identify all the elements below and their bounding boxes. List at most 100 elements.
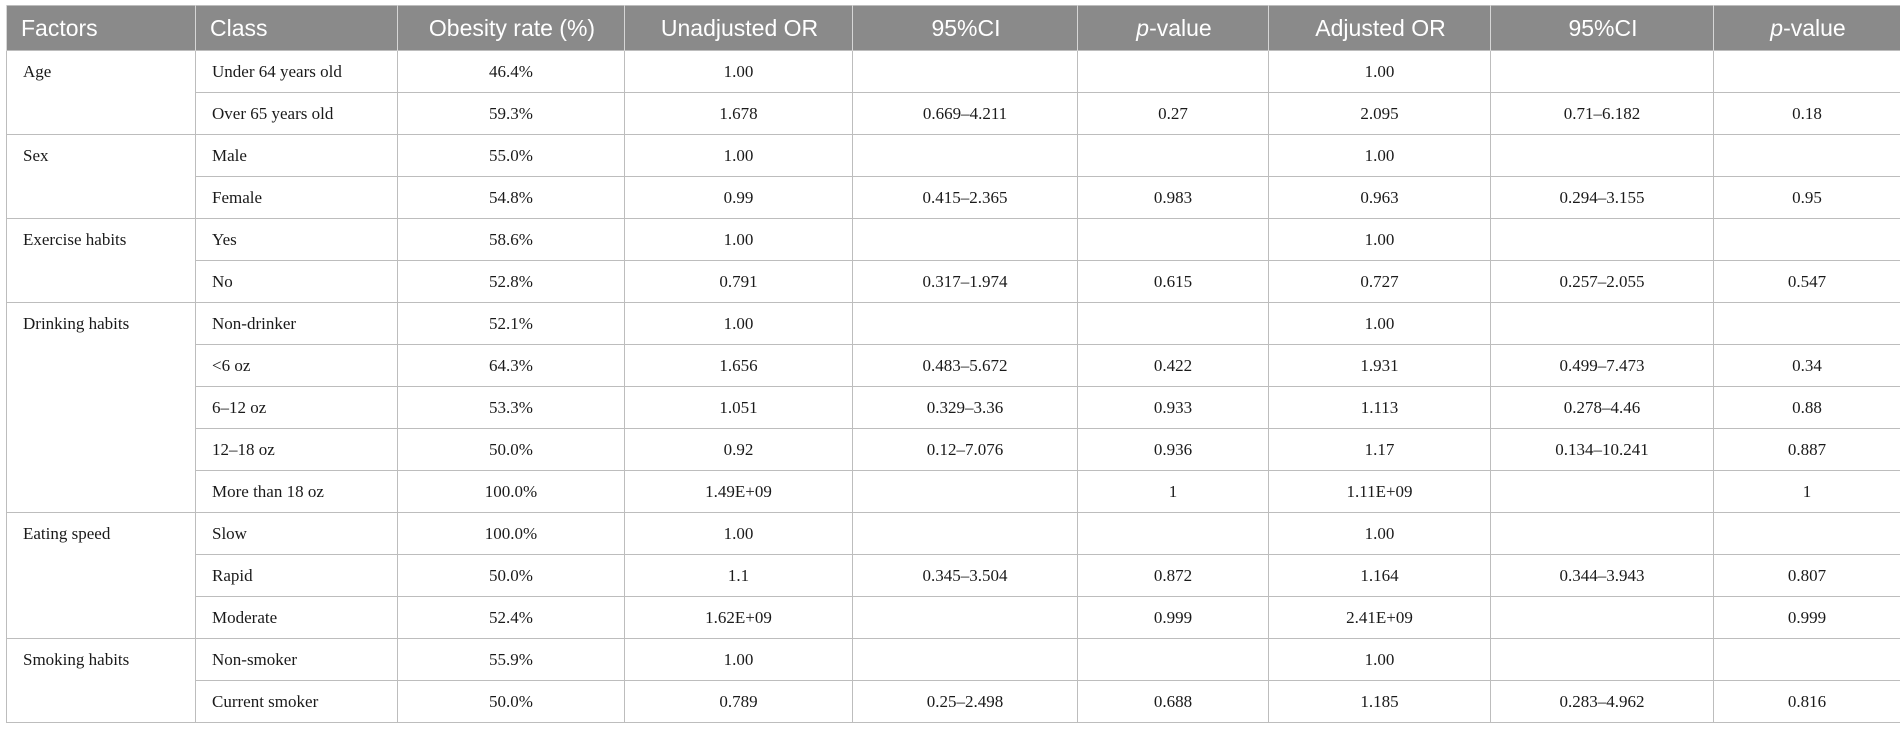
cell-unadjusted-ci: [852, 470, 1078, 513]
cell-obesity-rate: 53.3%: [397, 386, 625, 429]
cell-obesity-rate: 52.8%: [397, 260, 625, 303]
cell-adjusted-p-value: 0.18: [1713, 92, 1900, 135]
cell-unadjusted-p-value: 1: [1077, 470, 1269, 513]
cell-class: More than 18 oz: [195, 470, 398, 513]
cell-unadjusted-or: 1.1: [624, 554, 853, 597]
cell-class: Non-smoker: [195, 638, 398, 681]
table-row: Exercise habits Yes 58.6% 1.00 1.00: [6, 218, 1900, 303]
cell-unadjusted-ci: 0.12–7.076: [852, 428, 1078, 471]
cell-obesity-rate: 52.4%: [397, 596, 625, 639]
cell-class: 6–12 oz: [195, 386, 398, 429]
cell-adjusted-ci: 0.278–4.46: [1490, 386, 1714, 429]
cell-unadjusted-p-value: 0.688: [1077, 680, 1269, 723]
header-p-suffix: -value: [1149, 14, 1212, 41]
cell-class: Yes: [195, 218, 398, 261]
cell-unadjusted-or: 1.051: [624, 386, 853, 429]
cell-unadjusted-p-value: 0.936: [1077, 428, 1269, 471]
cell-unadjusted-ci: [852, 638, 1078, 681]
cell-adjusted-ci: 0.134–10.241: [1490, 428, 1714, 471]
header-unadjusted-ci: 95%CI: [852, 5, 1078, 51]
cell-unadjusted-p-value: [1077, 218, 1269, 261]
table-row: Current smoker 50.0% 0.789 0.25–2.498 0.688 1…: [7, 680, 1900, 723]
cell-class: Current smoker: [195, 680, 398, 723]
cell-obesity-rate: 100.0%: [397, 470, 625, 513]
cell-adjusted-or: 1.00: [1268, 50, 1491, 93]
cell-adjusted-p-value: 0.816: [1713, 680, 1900, 723]
cell-adjusted-ci: [1490, 596, 1714, 639]
cell-adjusted-ci: [1490, 50, 1714, 93]
table-row: Sex Male 55.0% 1.00 1.00: [6, 134, 1900, 219]
cell-adjusted-ci: 0.71–6.182: [1490, 92, 1714, 135]
cell-adjusted-or: 1.00: [1268, 512, 1491, 555]
cell-unadjusted-p-value: [1077, 302, 1269, 345]
cell-unadjusted-or: 1.00: [624, 512, 853, 555]
cell-adjusted-ci: 0.257–2.055: [1490, 260, 1714, 303]
cell-adjusted-or: 1.185: [1268, 680, 1491, 723]
cell-adjusted-or: 1.00: [1268, 302, 1491, 345]
cell-factor: Eating speed: [6, 512, 196, 639]
cell-adjusted-or: 1.17: [1268, 428, 1491, 471]
cell-adjusted-or: 0.727: [1268, 260, 1491, 303]
cell-adjusted-p-value: 0.807: [1713, 554, 1900, 597]
cell-adjusted-p-value: [1713, 50, 1900, 93]
cell-unadjusted-p-value: [1077, 50, 1269, 93]
header-row: Factors Class Obesity rate (%) Unadjuste…: [6, 5, 1900, 51]
cell-unadjusted-ci: [852, 50, 1078, 93]
cell-unadjusted-ci: 0.317–1.974: [852, 260, 1078, 303]
cell-obesity-rate: 50.0%: [397, 554, 625, 597]
header-adjusted-or: Adjusted OR: [1268, 5, 1491, 51]
cell-adjusted-or: 1.11E+09: [1268, 470, 1491, 513]
cell-unadjusted-or: 1.678: [624, 92, 853, 135]
cell-obesity-rate: 46.4%: [397, 50, 625, 93]
table-row: No 52.8% 0.791 0.317–1.974 0.615 0.727 0.257–2…: [7, 260, 1900, 303]
table-row: More than 18 oz 100.0% 1.49E+09 1 1.11E+09 1: [7, 470, 1900, 513]
cell-obesity-rate: 59.3%: [397, 92, 625, 135]
table-row: Female 54.8% 0.99 0.415–2.365 0.983 0.963 0.29…: [7, 176, 1900, 219]
cell-adjusted-ci: 0.499–7.473: [1490, 344, 1714, 387]
cell-unadjusted-p-value: 0.872: [1077, 554, 1269, 597]
cell-unadjusted-p-value: 0.933: [1077, 386, 1269, 429]
cell-adjusted-p-value: [1713, 218, 1900, 261]
cell-adjusted-or: 1.164: [1268, 554, 1491, 597]
cell-adjusted-ci: 0.294–3.155: [1490, 176, 1714, 219]
table-row: Age Under 64 years old 46.4% 1.00 1.00: [6, 50, 1900, 135]
header-p-letter: p: [1770, 14, 1784, 41]
cell-adjusted-p-value: [1713, 302, 1900, 345]
cell-class: Non-drinker: [195, 302, 398, 345]
cell-unadjusted-ci: 0.329–3.36: [852, 386, 1078, 429]
cell-unadjusted-p-value: [1077, 638, 1269, 681]
cell-adjusted-p-value: 0.88: [1713, 386, 1900, 429]
cell-factor: Age: [6, 50, 196, 135]
cell-unadjusted-p-value: 0.983: [1077, 176, 1269, 219]
cell-unadjusted-or: 0.791: [624, 260, 853, 303]
cell-unadjusted-or: 1.00: [624, 302, 853, 345]
cell-adjusted-p-value: [1713, 512, 1900, 555]
cell-unadjusted-ci: [852, 596, 1078, 639]
cell-obesity-rate: 55.0%: [397, 134, 625, 177]
header-p-suffix: -value: [1783, 14, 1846, 41]
cell-adjusted-or: 1.00: [1268, 134, 1491, 177]
cell-adjusted-p-value: [1713, 134, 1900, 177]
cell-obesity-rate: 58.6%: [397, 218, 625, 261]
cell-class: Rapid: [195, 554, 398, 597]
table-row: Eating speed Slow 100.0% 1.00 1.00: [6, 512, 1900, 639]
table-container: Factors Class Obesity rate (%) Unadjuste…: [6, 5, 1900, 723]
cell-unadjusted-ci: [852, 302, 1078, 345]
cell-class: Moderate: [195, 596, 398, 639]
cell-adjusted-ci: [1490, 638, 1714, 681]
cell-adjusted-p-value: 0.34: [1713, 344, 1900, 387]
cell-factor: Exercise habits: [6, 218, 196, 303]
cell-unadjusted-ci: 0.25–2.498: [852, 680, 1078, 723]
cell-unadjusted-or: 1.00: [624, 134, 853, 177]
cell-unadjusted-or: 1.00: [624, 50, 853, 93]
cell-obesity-rate: 64.3%: [397, 344, 625, 387]
cell-class: <6 oz: [195, 344, 398, 387]
header-obesity-rate: Obesity rate (%): [397, 5, 625, 51]
cell-unadjusted-or: 1.49E+09: [624, 470, 853, 513]
cell-adjusted-or: 1.113: [1268, 386, 1491, 429]
table-header: Factors Class Obesity rate (%) Unadjuste…: [6, 5, 1900, 51]
cell-adjusted-p-value: 0.95: [1713, 176, 1900, 219]
cell-unadjusted-p-value: [1077, 512, 1269, 555]
table-row: Over 65 years old 59.3% 1.678 0.669–4.211 0.…: [7, 92, 1900, 135]
cell-class: Over 65 years old: [195, 92, 398, 135]
